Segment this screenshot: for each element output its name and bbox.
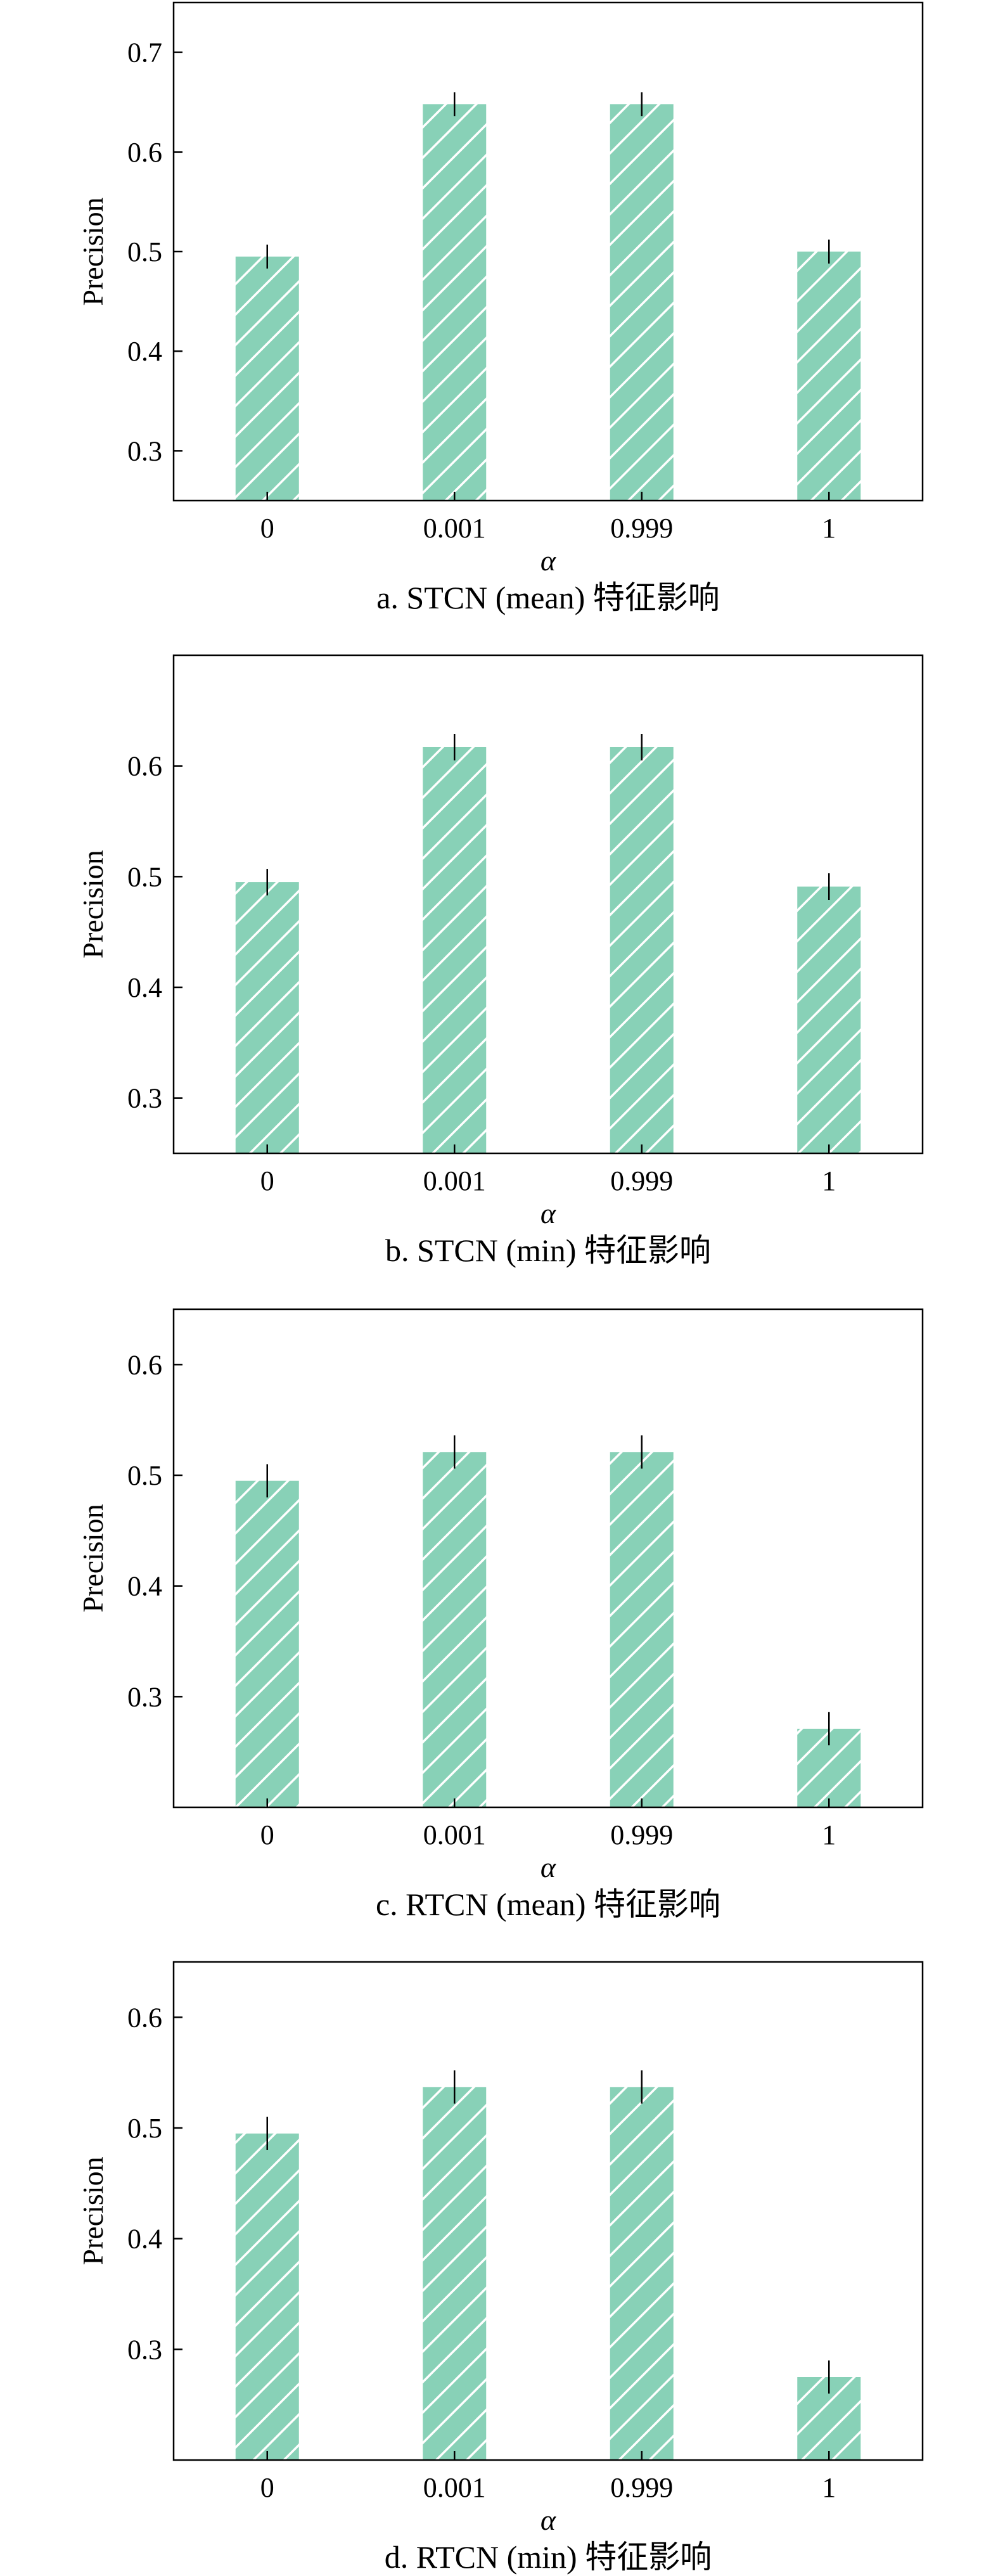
y-tick-label-c-1: 0.4: [127, 1571, 162, 1602]
chart-panel-c: 0.3 0.4 0.5 0.6 0 0.001 0.999 1 Precision α c. RTC…: [77, 1308, 924, 1922]
x-tick-label-b-1: 0.001: [423, 1165, 486, 1196]
x-tick-label-d-0: 0: [260, 2472, 274, 2503]
bar-d-0: [235, 2133, 299, 2460]
x-axis-label-a: α: [541, 544, 556, 577]
x-tick-label-d-2: 0.999: [610, 2472, 673, 2503]
y-tick-label-a-2: 0.5: [127, 236, 162, 267]
x-axis-label-d: α: [541, 2504, 556, 2536]
y-tick-label-a-1: 0.4: [127, 336, 162, 367]
plot-frame-b: [172, 654, 924, 1155]
y-tick-label-a-3: 0.6: [127, 137, 162, 168]
subfigure-caption-b: b. STCN (min) 特征影响: [385, 1233, 711, 1268]
y-tick-label-a-0: 0.3: [127, 435, 162, 466]
chart-panel-d: 0.3 0.4 0.5 0.6 0 0.001 0.999 1 Precision αd. RTC…: [77, 1961, 924, 2575]
bar-a-3: [797, 252, 861, 501]
y-tick-label-b-1: 0.4: [127, 972, 162, 1003]
x-tick-label-b-2: 0.999: [610, 1165, 673, 1196]
y-tick-label-b-2: 0.5: [127, 861, 162, 892]
y-tick-label-d-1: 0.4: [127, 2224, 162, 2255]
bar-a-0: [235, 256, 299, 501]
x-tick-label-c-2: 0.999: [610, 1819, 673, 1850]
x-tick-label-a-2: 0.999: [610, 513, 673, 544]
y-tick-label-d-3: 0.6: [127, 2002, 162, 2033]
x-tick-label-a-3: 1: [822, 513, 836, 544]
bar-d-2: [610, 2087, 674, 2460]
x-tick-label-d-1: 0.001: [423, 2472, 486, 2503]
plot-frame-d: [172, 1961, 924, 2461]
plot-frame-c: [172, 1308, 924, 1809]
chart-panel-b: 0.3 0.4 0.5 0.6 0 0.001 0.999 1 Precision α b. STC…: [77, 654, 924, 1268]
x-tick-label-b-0: 0: [260, 1165, 274, 1196]
bar-c-0: [235, 1480, 299, 1807]
bar-b-0: [235, 882, 299, 1153]
bar-b-1: [423, 747, 487, 1153]
y-axis-label-a: Precision: [77, 197, 109, 305]
x-tick-label-b-3: 1: [822, 1165, 836, 1196]
y-axis-label-c: Precision: [77, 1504, 109, 1612]
bar-b-2: [610, 747, 674, 1153]
y-tick-label-d-0: 0.3: [127, 2334, 162, 2365]
x-tick-label-d-3: 1: [822, 2472, 836, 2503]
y-tick-label-b-0: 0.3: [127, 1083, 162, 1114]
x-tick-label-a-1: 0.001: [423, 513, 486, 544]
y-axis-label-d: Precision: [77, 2156, 109, 2265]
y-tick-label-c-3: 0.6: [127, 1349, 162, 1380]
bar-b-3: [797, 887, 861, 1153]
x-axis-label-c: α: [541, 1851, 556, 1883]
y-tick-label-b-3: 0.6: [127, 751, 162, 782]
bar-a-2: [610, 104, 674, 501]
x-tick-label-c-0: 0: [260, 1819, 274, 1850]
subfigure-caption-a: a. STCN (mean) 特征影响: [376, 580, 720, 615]
y-tick-label-c-2: 0.5: [127, 1460, 162, 1491]
bar-d-1: [423, 2087, 487, 2460]
chart-panel-a: 0.3 0.4 0.5 0.6 0.7 0 0.001 0.999 1 Precision αa. …: [77, 1, 924, 615]
bar-c-2: [610, 1452, 674, 1807]
x-tick-label-c-3: 1: [822, 1819, 836, 1850]
subfigure-caption-d: d. RTCN (min) 特征影响: [385, 2539, 712, 2575]
x-tick-label-a-0: 0: [260, 513, 274, 544]
x-axis-label-b: α: [541, 1197, 556, 1229]
x-tick-label-c-1: 0.001: [423, 1819, 486, 1850]
subfigure-caption-c: c. RTCN (mean) 特征影响: [376, 1887, 720, 1922]
bar-a-1: [423, 104, 487, 501]
y-tick-label-c-0: 0.3: [127, 1681, 162, 1712]
y-axis-label-b: Precision: [77, 850, 109, 958]
bar-c-1: [423, 1452, 487, 1807]
y-tick-label-a-4: 0.7: [127, 37, 162, 68]
y-tick-label-d-2: 0.5: [127, 2113, 162, 2144]
